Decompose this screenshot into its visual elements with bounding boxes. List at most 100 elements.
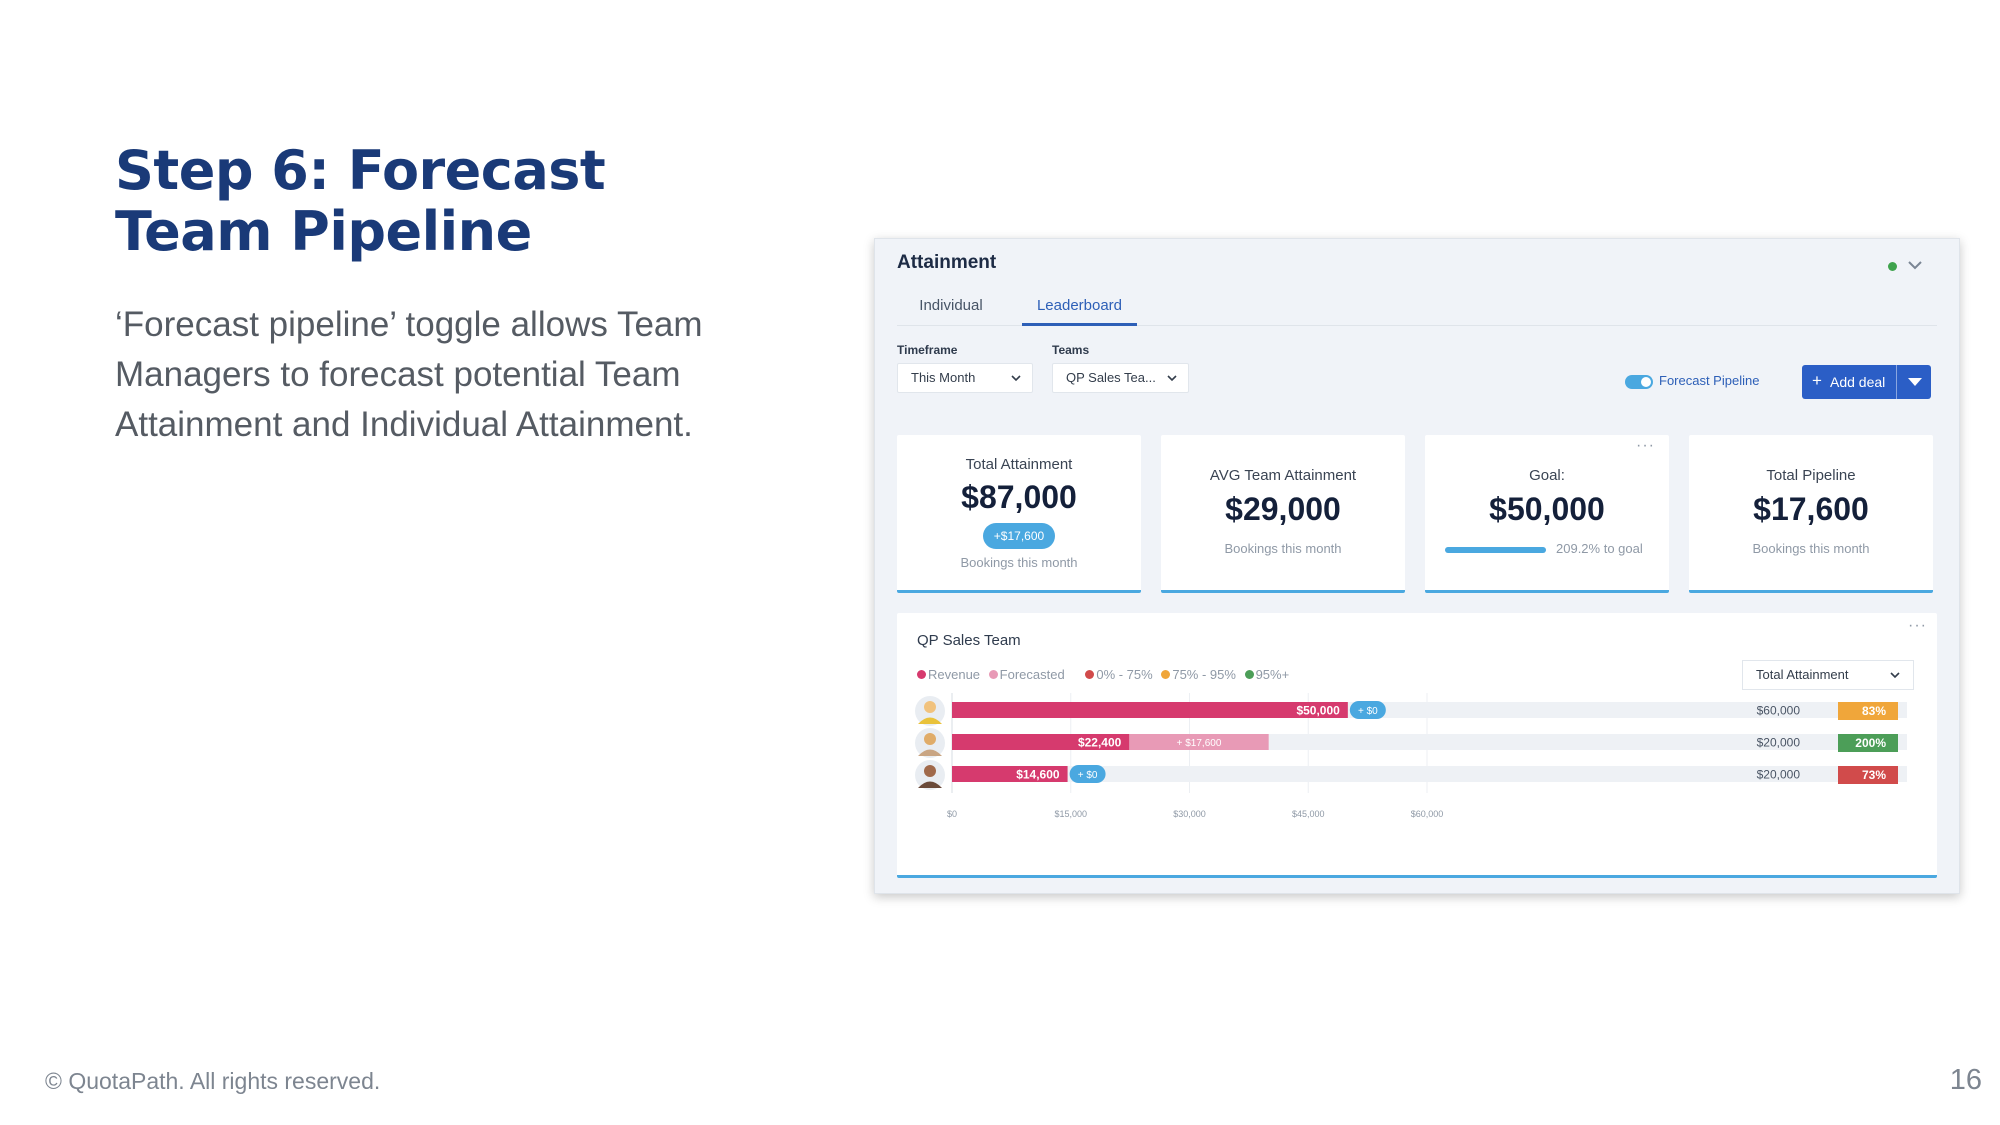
teams-select[interactable]: QP Sales Tea... — [1052, 363, 1189, 393]
chevron-down-icon — [1011, 375, 1021, 382]
revenue-label: $22,400 — [1078, 736, 1122, 750]
teams-label: Teams — [1052, 343, 1090, 357]
chevron-down-icon — [1167, 375, 1177, 382]
legend-label: 95%+ — [1255, 667, 1290, 682]
page-number: 16 — [1949, 1064, 1982, 1096]
card-value: $50,000 — [1489, 491, 1605, 527]
legend-label: Forecasted — [999, 667, 1065, 682]
goal-progress-fill — [1445, 547, 1546, 553]
legend-75-95: 75% - 95% — [1161, 667, 1236, 682]
forecast-pipeline-toggle[interactable] — [1625, 375, 1653, 389]
team-title: QP Sales Team — [917, 632, 1021, 649]
legend-forecasted: Forecasted — [988, 667, 1065, 682]
plus-icon: + — [1812, 371, 1822, 390]
tab-individual[interactable]: Individual — [919, 297, 983, 314]
avatar-body — [918, 781, 942, 788]
slide-description: ‘Forecast pipeline’ toggle allows Team M… — [115, 305, 703, 444]
goal-card: ··· Goal: $50,000 209.2% to goal — [1425, 435, 1669, 593]
forecast-badge — [1069, 765, 1106, 783]
avatar-head — [924, 765, 936, 777]
total-pipeline-card: Total Pipeline $17,600 Bookings this mon… — [1689, 435, 1933, 593]
legend-dot — [1085, 670, 1095, 679]
forecast-pipeline-label: Forecast Pipeline — [1659, 373, 1760, 388]
legend-95-plus: 95%+ — [1244, 667, 1290, 682]
forecast-label: + $0 — [1078, 770, 1098, 781]
goal-percent-text: 209.2% to goal — [1556, 541, 1643, 556]
slide-title: Step 6: Forecast Team Pipeline — [115, 139, 606, 263]
attainment-pct-badge — [1838, 766, 1898, 784]
legend-dot — [1161, 670, 1171, 679]
legend-label: 0% - 75% — [1096, 667, 1153, 682]
attainment-bar-chart: $0 $15,000 $30,000 $45,000 $60,000 $50,000 + $… — [915, 693, 1907, 819]
card-subtext: Bookings this month — [960, 555, 1078, 570]
forecast-label: + $17,600 — [1177, 738, 1222, 749]
add-deal-label: Add deal — [1830, 374, 1886, 390]
legend-label: 75% - 95% — [1172, 667, 1236, 682]
forecast-bar — [1129, 734, 1269, 750]
card-label: Goal: — [1529, 467, 1565, 484]
attainment-screenshot: Attainment Individual Leaderboard Timefr… — [874, 238, 1960, 894]
card-value: $17,600 — [1753, 491, 1869, 527]
card-subtext: Bookings this month — [1752, 541, 1870, 556]
revenue-bar — [952, 766, 1068, 782]
avatar-head — [924, 733, 936, 745]
card-label: Total Attainment — [965, 456, 1073, 473]
goal-label: $60,000 — [1757, 704, 1801, 718]
x-tick-label: $60,000 — [1411, 809, 1444, 819]
revenue-label: $50,000 — [1296, 704, 1340, 718]
x-tick-label: $30,000 — [1173, 809, 1206, 819]
card-value: $29,000 — [1225, 491, 1341, 527]
forecast-label: + $0 — [1358, 706, 1378, 717]
revenue-bar — [952, 734, 1130, 750]
legend-dot — [1244, 670, 1254, 679]
x-tick-label: $0 — [947, 809, 957, 819]
bar-track — [952, 766, 1907, 782]
more-options-icon[interactable]: ··· — [1636, 437, 1655, 454]
x-tick-label: $45,000 — [1292, 809, 1325, 819]
revenue-label: $14,600 — [1016, 768, 1060, 782]
attainment-pct-label: 83% — [1862, 704, 1886, 718]
metric-select-value: Total Attainment — [1756, 667, 1849, 682]
revenue-bar — [952, 702, 1348, 718]
attainment-pct-label: 73% — [1862, 768, 1886, 782]
attainment-pct-badge — [1838, 702, 1898, 720]
avg-team-attainment-card: AVG Team Attainment $29,000 Bookings thi… — [1161, 435, 1405, 593]
timeframe-value: This Month — [911, 370, 976, 385]
team-leaderboard-panel: QP Sales Team ··· Revenue Forecasted 0% … — [897, 613, 1937, 878]
add-deal-button[interactable]: + Add deal — [1802, 365, 1931, 399]
goal-progress-bar — [1445, 547, 1546, 553]
total-attainment-card: Total Attainment $87,000 +$17,600 Bookin… — [897, 435, 1141, 593]
more-options-icon[interactable]: ··· — [1908, 617, 1927, 634]
legend-0-75: 0% - 75% — [1085, 667, 1153, 682]
chevron-down-icon — [1890, 672, 1900, 679]
card-value: $87,000 — [961, 479, 1077, 515]
tab-leaderboard[interactable]: Leaderboard — [1022, 294, 1137, 326]
card-label: AVG Team Attainment — [1209, 467, 1357, 484]
footer-copyright: © QuotaPath. All rights reserved. — [45, 1068, 381, 1094]
forecast-badge — [1349, 701, 1386, 719]
card-label: Total Pipeline — [1766, 467, 1856, 484]
goal-label: $20,000 — [1757, 736, 1801, 750]
legend-label: Revenue — [928, 667, 981, 682]
chart-legend: Revenue Forecasted 0% - 75% 75% - 95% 95… — [917, 667, 1294, 682]
attainment-pct-label: 200% — [1855, 736, 1886, 750]
teams-value: QP Sales Tea... — [1066, 370, 1156, 385]
card-subtext: Bookings this month — [1224, 541, 1342, 556]
legend-dot — [917, 670, 926, 679]
timeframe-label: Timeframe — [897, 343, 958, 357]
metric-select[interactable]: Total Attainment — [1742, 660, 1914, 690]
button-divider — [1896, 365, 1897, 399]
avatar-body — [918, 717, 942, 724]
timeframe-select[interactable]: This Month — [897, 363, 1033, 393]
pipeline-badge: +$17,600 — [983, 523, 1055, 549]
avatar-body — [918, 749, 942, 756]
x-tick-label: $15,000 — [1054, 809, 1087, 819]
attainment-pct-badge — [1838, 734, 1898, 752]
app-title: Attainment — [897, 252, 997, 273]
chevron-down-icon[interactable] — [1905, 255, 1925, 275]
legend-revenue: Revenue — [917, 667, 980, 682]
goal-label: $20,000 — [1757, 768, 1801, 782]
caret-down-icon[interactable] — [1908, 378, 1922, 386]
tab-bar: Individual Leaderboard — [897, 294, 1937, 326]
